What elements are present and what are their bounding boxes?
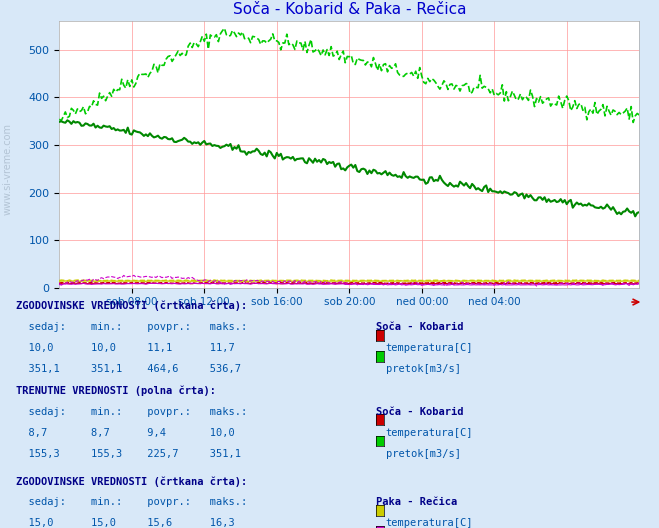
Text: Paka - Rečica: Paka - Rečica (376, 497, 457, 507)
Text: Soča - Kobarid: Soča - Kobarid (376, 407, 463, 417)
Text: www.si-vreme.com: www.si-vreme.com (3, 123, 13, 215)
Text: 15,0      15,0     15,6      16,3: 15,0 15,0 15,6 16,3 (16, 518, 235, 528)
Title: Soča - Kobarid & Paka - Rečica: Soča - Kobarid & Paka - Rečica (233, 2, 466, 17)
Text: ZGODOVINSKE VREDNOSTI (črtkana črta):: ZGODOVINSKE VREDNOSTI (črtkana črta): (16, 476, 248, 487)
Text: sedaj:    min.:    povpr.:   maks.:: sedaj: min.: povpr.: maks.: (16, 497, 248, 507)
Text: pretok[m3/s]: pretok[m3/s] (386, 364, 461, 374)
Text: 10,0      10,0     11,1      11,7: 10,0 10,0 11,1 11,7 (16, 343, 235, 353)
Text: 155,3     155,3    225,7     351,1: 155,3 155,3 225,7 351,1 (16, 449, 241, 459)
Text: 8,7       8,7      9,4       10,0: 8,7 8,7 9,4 10,0 (16, 428, 235, 438)
Text: sedaj:    min.:    povpr.:   maks.:: sedaj: min.: povpr.: maks.: (16, 322, 248, 332)
Text: pretok[m3/s]: pretok[m3/s] (386, 449, 461, 459)
Text: TRENUTNE VREDNOSTI (polna črta):: TRENUTNE VREDNOSTI (polna črta): (16, 385, 216, 396)
Text: Soča - Kobarid: Soča - Kobarid (376, 322, 463, 332)
Text: temperatura[C]: temperatura[C] (386, 428, 473, 438)
Text: temperatura[C]: temperatura[C] (386, 518, 473, 528)
Text: temperatura[C]: temperatura[C] (386, 343, 473, 353)
Text: sedaj:    min.:    povpr.:   maks.:: sedaj: min.: povpr.: maks.: (16, 407, 248, 417)
Text: ZGODOVINSKE VREDNOSTI (črtkana črta):: ZGODOVINSKE VREDNOSTI (črtkana črta): (16, 301, 248, 312)
Text: 351,1     351,1    464,6     536,7: 351,1 351,1 464,6 536,7 (16, 364, 241, 374)
